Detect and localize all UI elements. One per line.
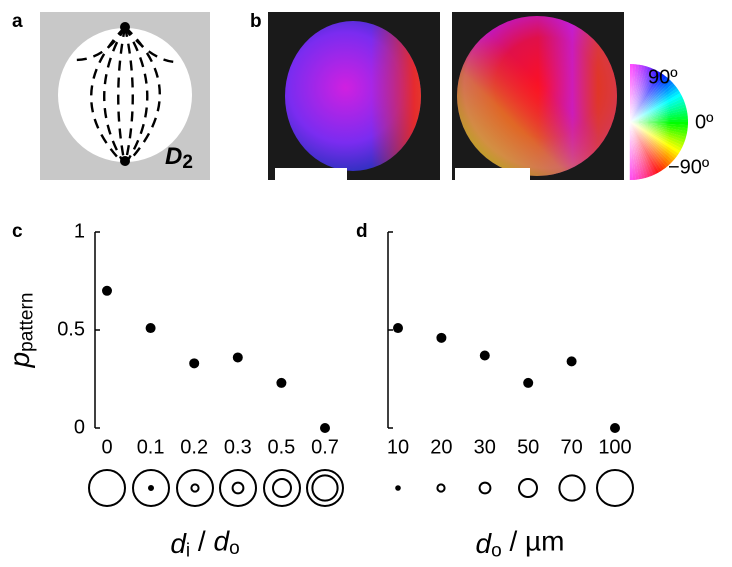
x-tick-label: 50	[517, 436, 539, 458]
scale-bar	[275, 168, 347, 180]
x-axis-label-part: /	[190, 526, 213, 557]
x-tick-label: 0.3	[224, 436, 252, 458]
y-tick-label: 0.5	[57, 318, 85, 340]
data-point	[146, 323, 156, 333]
colorwheel-tick: −90º	[668, 156, 710, 178]
x-axis-label-part: d	[170, 528, 187, 559]
y-axis-label: ppattern	[4, 293, 37, 369]
chart: 10 20 30 50 70 100 do / µm	[387, 232, 632, 562]
data-point	[567, 356, 577, 366]
defect-label-main: D	[165, 143, 182, 170]
scale-bar	[455, 168, 530, 180]
data-point	[276, 378, 286, 388]
panel-label: b	[250, 11, 262, 32]
x-tick-label: 30	[474, 436, 496, 458]
x-axis-label-part: d	[213, 526, 230, 557]
geometry-icons	[396, 470, 633, 506]
x-tick-label: 70	[560, 436, 582, 458]
x-tick-label: 0.5	[267, 436, 295, 458]
colorwheel-tick: 0º	[695, 111, 714, 133]
y-tick-label: 0	[74, 416, 85, 438]
data-point	[523, 378, 533, 388]
x-tick-label: 20	[430, 436, 452, 458]
x-axis-label-part: o	[491, 541, 502, 562]
pole	[120, 156, 130, 166]
x-tick-label: 0	[101, 436, 112, 458]
x-tick-label: 100	[598, 436, 631, 458]
data-point	[102, 286, 112, 296]
panel-label: a	[12, 11, 23, 32]
x-tick-label: 0.7	[311, 436, 339, 458]
data-point	[610, 423, 620, 433]
spindle-outline	[58, 28, 192, 162]
y-axis-label-part: pattern	[17, 293, 38, 352]
figure: D2 90º 0º −90º a b c d 00.5100.10.20.30.…	[0, 0, 732, 567]
panel-label: d	[356, 221, 368, 242]
data-point	[320, 423, 330, 433]
x-axis-label-part: d	[476, 528, 493, 559]
data-point	[189, 358, 199, 368]
x-tick-label: 0.1	[137, 436, 165, 458]
x-axis-label-part: o	[229, 538, 240, 559]
data-point	[436, 333, 446, 343]
data-point	[233, 352, 243, 362]
y-tick-label: 1	[74, 220, 85, 242]
x-axis-label: do / µm	[476, 526, 565, 562]
x-tick-label: 10	[387, 436, 409, 458]
x-axis-label-part: / µm	[502, 526, 565, 557]
pole	[120, 22, 130, 32]
x-axis-label: di / do	[170, 526, 239, 562]
y-axis-label-part: p	[4, 352, 35, 369]
data-point	[480, 350, 490, 360]
geometry-icons	[89, 470, 343, 506]
x-tick-label: 0.2	[180, 436, 208, 458]
defect-label-sub: 2	[182, 152, 193, 173]
colorwheel-tick: 90º	[648, 66, 678, 88]
panel-label: c	[12, 221, 23, 242]
chart: 0 0.5 1 0 0.1 0.2 0.3 0.5 0.7 ppattern di / do	[4, 220, 339, 561]
data-point	[393, 323, 403, 333]
